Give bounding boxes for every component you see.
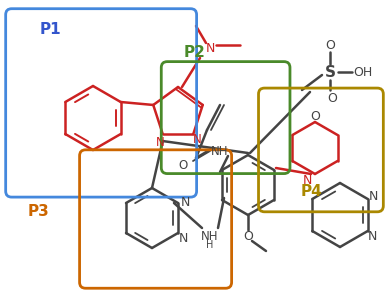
- Text: N: N: [205, 41, 215, 54]
- Text: O: O: [327, 91, 337, 104]
- Text: N: N: [178, 233, 187, 245]
- Text: NH: NH: [201, 230, 219, 243]
- Text: N: N: [368, 230, 377, 243]
- Text: O: O: [179, 158, 187, 171]
- Text: N: N: [369, 191, 378, 203]
- Text: N: N: [156, 136, 165, 148]
- Text: NH: NH: [211, 144, 229, 158]
- Text: O: O: [310, 109, 320, 123]
- Text: P1: P1: [40, 22, 61, 37]
- Text: P3: P3: [28, 204, 50, 219]
- Text: S: S: [324, 64, 335, 79]
- Text: O: O: [325, 39, 335, 51]
- Text: N: N: [180, 196, 190, 208]
- Text: N: N: [302, 173, 312, 186]
- Text: P4: P4: [300, 183, 322, 199]
- Text: P2: P2: [184, 45, 205, 61]
- Text: N: N: [193, 133, 202, 146]
- Text: O: O: [243, 230, 253, 243]
- Text: H: H: [206, 240, 214, 250]
- Text: OH: OH: [353, 66, 373, 78]
